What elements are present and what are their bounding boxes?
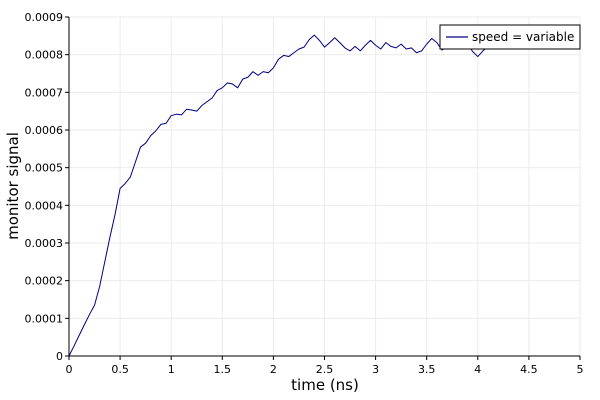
x-tick-label: 2.5 [316, 363, 334, 376]
x-tick-label: 0.5 [111, 363, 129, 376]
y-tick-label: 0.0009 [25, 11, 64, 24]
grid-lines [69, 16, 581, 356]
x-tick-label: 3 [372, 363, 379, 376]
x-axis-ticks: 0 0.5 1 1.5 2 2.5 3 3.5 4 4.5 5 [66, 356, 584, 376]
y-tick-label: 0.0006 [25, 124, 64, 137]
x-tick-label: 1 [168, 363, 175, 376]
x-tick-label: 5 [577, 363, 584, 376]
y-tick-label: 0.0001 [25, 312, 64, 325]
y-tick-label: 0.0002 [25, 275, 64, 288]
series-layer [68, 34, 499, 357]
legend: speed = variable [439, 24, 581, 50]
legend-entry: speed = variable [472, 30, 574, 44]
y-tick-label: 0 [56, 350, 63, 363]
x-tick-label: 4.5 [520, 363, 538, 376]
y-tick-label: 0.0008 [25, 49, 64, 62]
series-line [68, 34, 499, 357]
x-tick-label: 4 [474, 363, 481, 376]
x-tick-label: 1.5 [214, 363, 232, 376]
x-tick-label: 3.5 [418, 363, 436, 376]
y-tick-label: 0.0003 [25, 237, 64, 250]
x-tick-label: 2 [270, 363, 277, 376]
y-axis-ticks: 0 0.0001 0.0002 0.0003 0.0004 0.0005 0.0006 0.0… [25, 11, 69, 363]
x-axis-label: time (ns) [291, 376, 359, 394]
y-axis-label: monitor signal [4, 132, 22, 240]
legend-box [439, 24, 581, 50]
y-tick-label: 0.0005 [25, 162, 64, 175]
y-tick-label: 0.0007 [25, 86, 64, 99]
x-tick-label: 0 [66, 363, 73, 376]
y-tick-label: 0.0004 [25, 199, 64, 212]
